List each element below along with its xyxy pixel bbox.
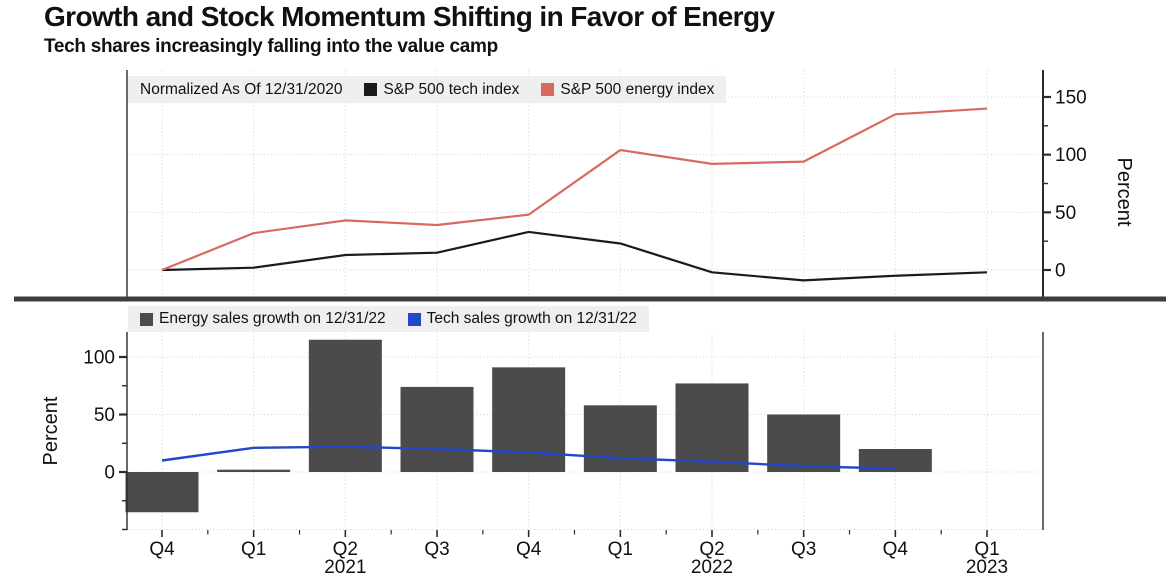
energy-bar-q4-2021 (492, 367, 566, 472)
energy-bar-q3-2022 (767, 414, 841, 472)
tech-sales-line (161, 445, 896, 470)
page-subtitle: Tech shares increasingly falling into th… (44, 36, 498, 57)
svg-text:Q3: Q3 (791, 539, 816, 560)
page-title: Growth and Stock Momentum Shifting in Fa… (44, 1, 775, 32)
bottom-left-tick-labels: 0 50 100 (83, 348, 115, 484)
top-ylabel: Percent (1113, 158, 1135, 227)
tech-index-line (161, 230, 988, 282)
legend-label-tech-index: S&P 500 tech index (383, 80, 520, 98)
tech-sales-swatch (407, 312, 421, 326)
tech-index-swatch (364, 83, 378, 96)
svg-text:50: 50 (1055, 203, 1076, 224)
energy-bar-q4-2022 (858, 449, 932, 472)
energy-sales-bars (125, 339, 932, 513)
svg-text:50: 50 (94, 405, 115, 426)
energy-sales-swatch (140, 312, 153, 326)
panel-divider (14, 296, 1166, 302)
energy-index-line (161, 107, 988, 272)
year-label-2021: 2021 (324, 557, 366, 574)
bottom-left-axis (119, 355, 127, 531)
year-label-2023: 2023 (966, 557, 1008, 574)
energy-bar-q2-2022 (675, 383, 749, 472)
legend-item-energy-sales: Energy sales growth on 12/31/22 (140, 310, 386, 328)
svg-text:100: 100 (1055, 145, 1087, 166)
energy-bar-q1-2021 (217, 469, 291, 472)
top-right-tick-labels: 0 50 100 150 (1055, 88, 1087, 282)
bottom-chart-legend: Energy sales growth on 12/31/22 Tech sal… (128, 306, 649, 332)
x-axis-ticks (161, 530, 988, 537)
legend-label-tech-sales: Tech sales growth on 12/31/22 (426, 310, 637, 327)
bottom-ylabel: Percent (40, 396, 62, 465)
legend-label-energy-index: S&P 500 energy index (560, 80, 715, 98)
svg-text:150: 150 (1055, 88, 1087, 109)
energy-bar-q3-2021 (400, 386, 474, 472)
top-chart-legend: Normalized As Of 12/31/2020 S&P 500 tech… (128, 76, 727, 103)
svg-text:Q2: Q2 (699, 539, 724, 560)
year-label-2022: 2022 (691, 557, 733, 574)
svg-text:Q4: Q4 (883, 539, 909, 560)
energy-bar-q1-2022 (583, 405, 657, 472)
energy-index-swatch (541, 83, 555, 96)
legend-item-energy-index: S&P 500 energy index (541, 81, 714, 99)
svg-text:Q4: Q4 (149, 539, 175, 560)
svg-text:0: 0 (104, 463, 115, 484)
energy-bar-q2-2021 (308, 339, 382, 472)
top-right-axis (1043, 95, 1051, 272)
top-chart-grid (127, 70, 1043, 297)
svg-text:Q1: Q1 (974, 539, 999, 560)
svg-text:Q1: Q1 (241, 539, 266, 560)
svg-text:Q2: Q2 (333, 539, 358, 560)
x-axis-labels: Q4 Q1 Q2 Q3 Q4 Q1 Q2 Q3 Q4 Q1 2021 2022 2023 (149, 539, 1008, 574)
svg-text:0: 0 (1055, 261, 1066, 282)
svg-text:Q4: Q4 (516, 539, 542, 560)
legend-note: Normalized As Of 12/31/2020 (140, 80, 343, 98)
svg-text:100: 100 (83, 348, 115, 369)
legend-label-energy-sales: Energy sales growth on 12/31/22 (159, 310, 386, 327)
svg-text:Q1: Q1 (608, 539, 633, 560)
energy-bar-q4-2020 (125, 472, 199, 513)
svg-text:Q3: Q3 (424, 539, 449, 560)
legend-item-tech-index: S&P 500 tech index (364, 81, 519, 99)
legend-item-tech-sales: Tech sales growth on 12/31/22 (407, 310, 637, 328)
